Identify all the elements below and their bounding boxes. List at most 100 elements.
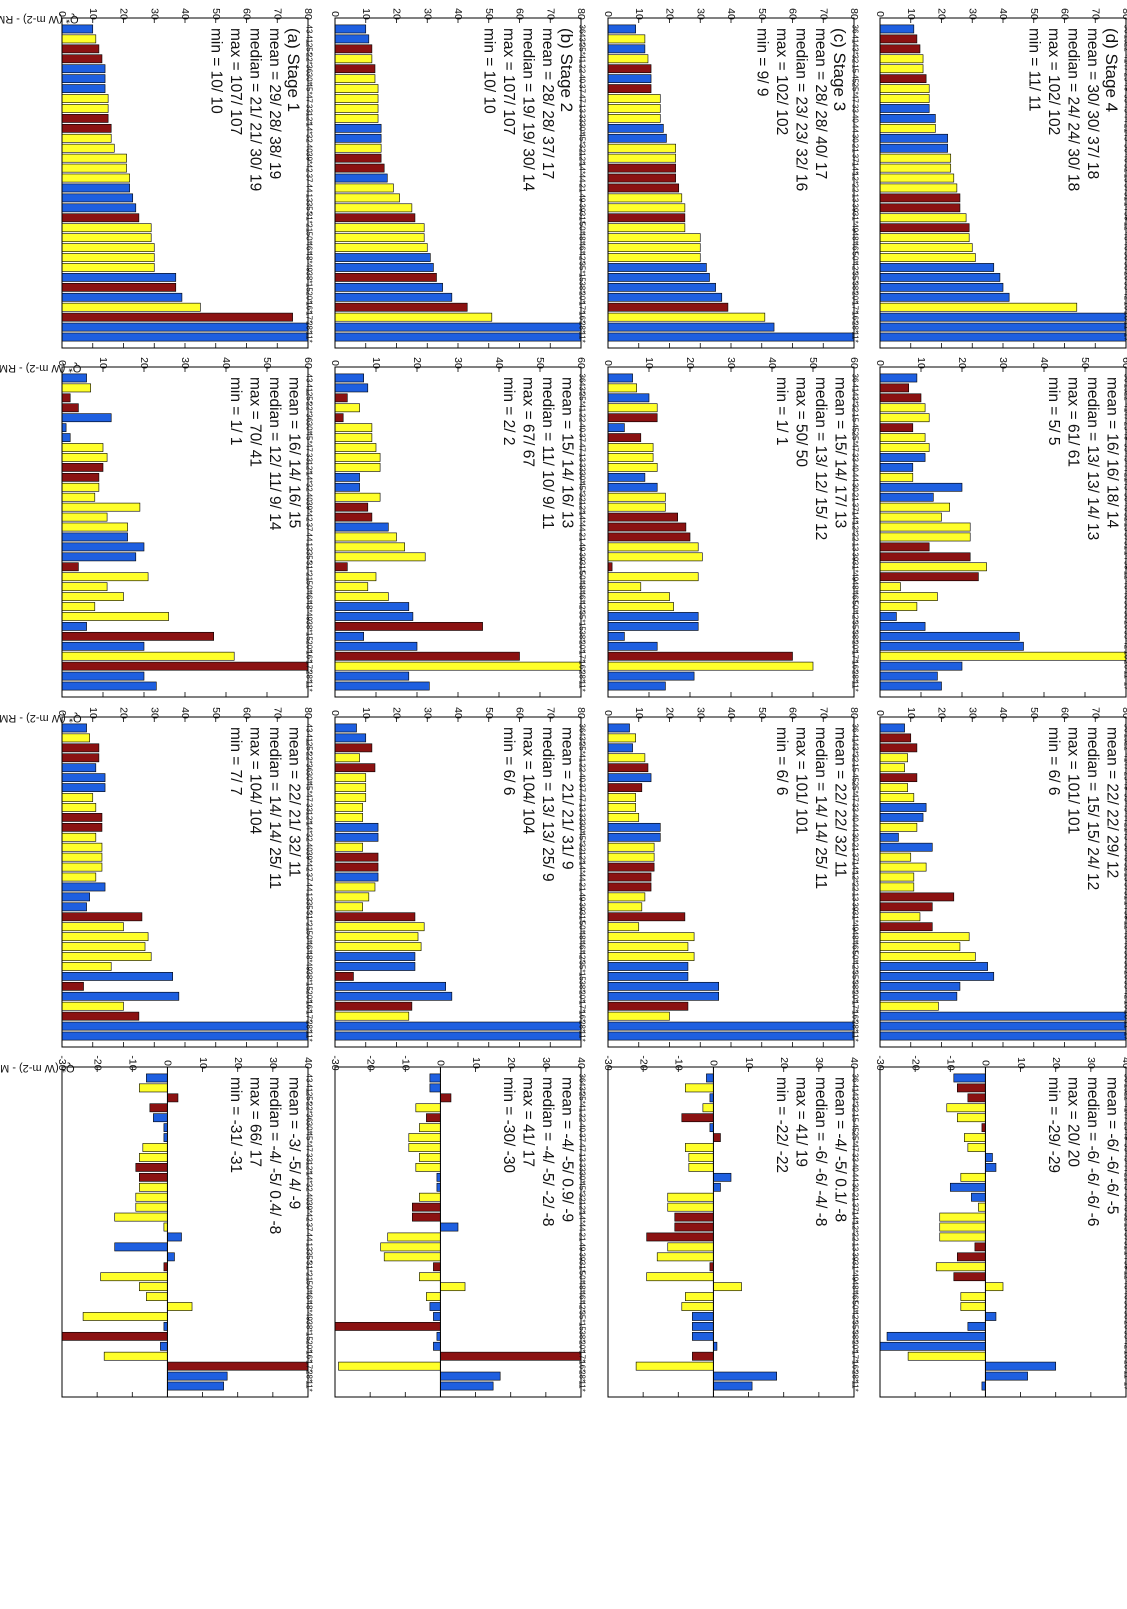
tick-label: 20 (956, 357, 968, 369)
category-label: 38* (1122, 1310, 1127, 1322)
category-label: 17* (850, 1000, 859, 1012)
bar-50* (61, 233, 152, 243)
category-label: 22* (1122, 1092, 1127, 1104)
bar-42* (879, 991, 958, 1001)
category-label: 46* (304, 941, 313, 953)
bar-45* (61, 433, 71, 442)
stat-line: min = -30/ -30 (500, 1077, 517, 1173)
category-label: 47 (304, 94, 313, 103)
bar-30* (334, 472, 360, 482)
bar-12* (334, 852, 379, 862)
category-label: 35* (577, 960, 586, 972)
bar-47 (61, 793, 94, 802)
category-label: 20* (577, 291, 586, 303)
bar-20* (879, 972, 995, 981)
category-label: 36 (577, 724, 586, 733)
bar-36 (879, 24, 915, 34)
category-label: 32 (577, 144, 586, 153)
bar-45 (607, 74, 652, 84)
bar-50* (139, 1282, 168, 1292)
category-label: 20* (577, 990, 586, 1002)
category-label: 37 (850, 503, 859, 512)
bar-41 (415, 1103, 441, 1113)
bar-12* (953, 1272, 986, 1282)
tick-label: 0 (602, 11, 614, 17)
category-label: 32 (577, 493, 586, 502)
panel-r0-c2: 0 10 20 30 40 50 60 70 80364143*32154525*4733404… (602, 8, 860, 349)
bar-50* (607, 952, 695, 961)
category-label: 14* (1122, 901, 1127, 913)
stat-line: median = 12/ 11/ 9/ 14 (266, 377, 283, 531)
tick-label: 50 (483, 8, 495, 20)
category-label: 31* (304, 911, 313, 923)
bar-15 (61, 631, 214, 641)
category-label: 12* (577, 152, 586, 164)
bar-13 (334, 104, 379, 113)
bar-32 (334, 492, 381, 502)
category-label: 13 (304, 542, 313, 551)
bar-43 (61, 373, 87, 383)
bar-21 (334, 532, 397, 542)
bar-45 (985, 1153, 993, 1162)
category-label: 46* (850, 941, 859, 953)
category-label: 21 (1122, 823, 1127, 832)
bar-38* (436, 1331, 441, 1341)
category-label: 25* (1122, 772, 1127, 784)
bar-37 (879, 532, 971, 542)
category-label: 39* (304, 501, 313, 513)
bar-11* (167, 1381, 224, 1391)
category-label: 28* (1122, 660, 1127, 672)
bar-20* (607, 292, 723, 302)
bar-11* (440, 1381, 494, 1391)
bar-44 (167, 1232, 182, 1242)
category-label: 30 (1122, 843, 1127, 852)
bar-33 (688, 1153, 714, 1162)
bar-49* (879, 783, 908, 792)
category-label: 44 (850, 124, 859, 133)
category-label: 46* (577, 242, 586, 254)
bar-14* (412, 1212, 441, 1222)
bar-14* (607, 512, 678, 522)
tick-label: 50 (483, 707, 495, 719)
bar-46* (879, 243, 973, 252)
category-label: 41 (577, 753, 586, 762)
category-label: 15 (577, 273, 586, 282)
category-label: 13 (304, 1242, 313, 1251)
bar-32 (61, 133, 112, 143)
panel-r0-c0: 0 10 20 30 40 50 60 70 80434125*22*3630*45*47331… (56, 8, 314, 349)
category-label: 39 (850, 552, 859, 561)
axis-label: Q* (W m-2) - RMSE (0, 13, 79, 25)
tick-label: 0 (56, 710, 68, 716)
category-label: 38* (577, 630, 586, 642)
tick-label: -10 (400, 1055, 412, 1070)
category-label: 28* (577, 1370, 586, 1382)
category-label: 37 (850, 1203, 859, 1212)
category-label: 44 (577, 873, 586, 882)
bar-16* (61, 651, 235, 661)
bar-37 (61, 173, 130, 183)
category-label: 43* (577, 33, 586, 45)
category-label: 12* (577, 501, 586, 513)
category-label: 12* (304, 1161, 313, 1173)
category-label: 20* (850, 1340, 859, 1352)
bar-47* (957, 1113, 986, 1123)
bar-32 (419, 1192, 441, 1202)
bar-49 (607, 922, 640, 932)
bar-36 (879, 373, 918, 383)
category-label: 39* (304, 851, 313, 863)
tick-label: 50 (210, 8, 222, 20)
category-label: 12* (577, 1201, 586, 1213)
bar-20* (61, 641, 145, 651)
bar-28* (61, 671, 145, 681)
category-label: 41 (850, 34, 859, 43)
bar-17* (607, 651, 793, 661)
bar-28* (334, 671, 410, 681)
bar-46* (607, 942, 689, 951)
category-label: 13 (304, 193, 313, 202)
tick-label: -20 (364, 1055, 376, 1070)
category-label: 45 (1122, 104, 1127, 113)
category-label: 49* (1122, 83, 1127, 95)
bar-33 (334, 813, 363, 822)
bar-50* (61, 582, 108, 592)
category-label: 44 (304, 1233, 313, 1242)
